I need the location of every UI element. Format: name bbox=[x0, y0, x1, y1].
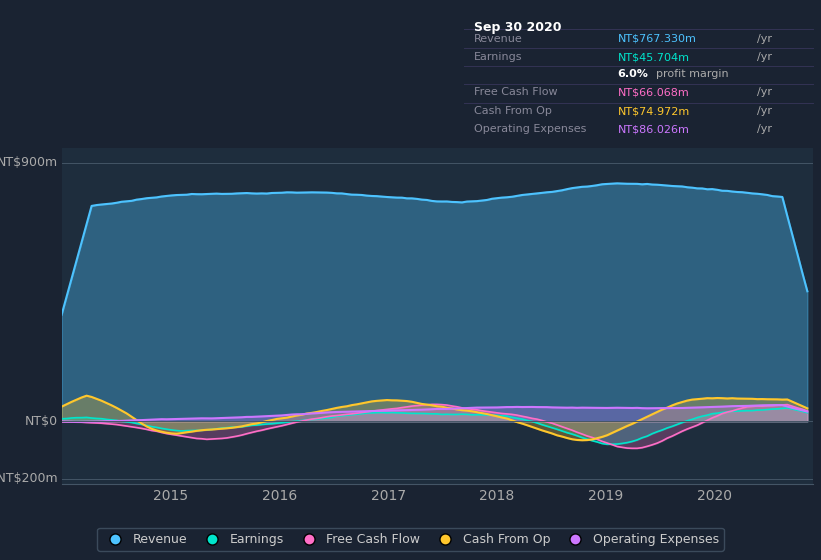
Text: Free Cash Flow: Free Cash Flow bbox=[475, 87, 558, 97]
Text: profit margin: profit margin bbox=[656, 68, 728, 78]
Text: NT$900m: NT$900m bbox=[0, 156, 57, 169]
Text: Operating Expenses: Operating Expenses bbox=[475, 124, 587, 134]
Text: Earnings: Earnings bbox=[475, 52, 523, 62]
Text: NT$45.704m: NT$45.704m bbox=[617, 52, 690, 62]
Text: Cash From Op: Cash From Op bbox=[475, 106, 553, 116]
Text: Revenue: Revenue bbox=[475, 34, 523, 44]
Text: NT$74.972m: NT$74.972m bbox=[617, 106, 690, 116]
Text: /yr: /yr bbox=[757, 106, 772, 116]
Text: NT$86.026m: NT$86.026m bbox=[617, 124, 690, 134]
Text: -NT$200m: -NT$200m bbox=[0, 472, 57, 485]
Text: /yr: /yr bbox=[757, 87, 772, 97]
Text: /yr: /yr bbox=[757, 52, 772, 62]
Text: /yr: /yr bbox=[757, 124, 772, 134]
Text: NT$0: NT$0 bbox=[25, 415, 57, 428]
Text: 6.0%: 6.0% bbox=[617, 68, 649, 78]
Text: /yr: /yr bbox=[757, 34, 772, 44]
Text: NT$66.068m: NT$66.068m bbox=[617, 87, 689, 97]
Text: Sep 30 2020: Sep 30 2020 bbox=[475, 21, 562, 34]
Legend: Revenue, Earnings, Free Cash Flow, Cash From Op, Operating Expenses: Revenue, Earnings, Free Cash Flow, Cash … bbox=[97, 528, 724, 551]
Text: NT$767.330m: NT$767.330m bbox=[617, 34, 696, 44]
